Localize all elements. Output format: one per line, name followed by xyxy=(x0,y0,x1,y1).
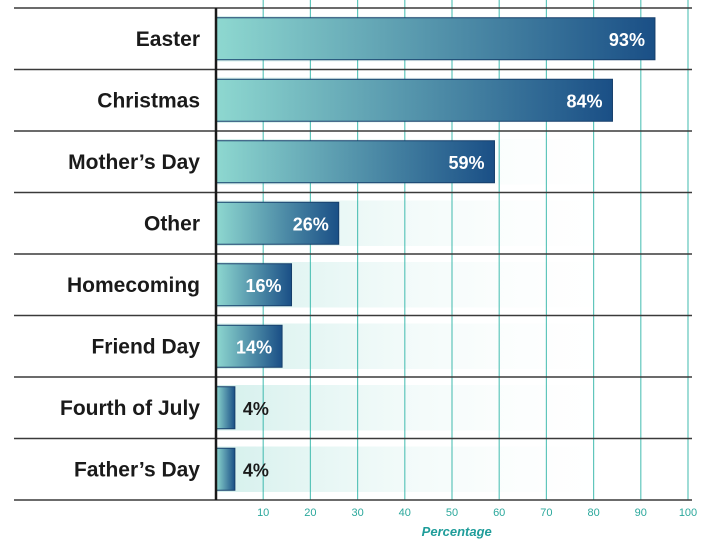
bar xyxy=(215,140,495,184)
row-band xyxy=(216,323,636,369)
bar xyxy=(215,324,283,368)
x-tick-labels: 10 20 30 40 50 60 70 80 90 100 xyxy=(257,507,697,519)
x-tick-label: 80 xyxy=(587,507,599,519)
value-label: 59% xyxy=(448,153,484,173)
bar xyxy=(215,447,236,491)
category-label: Mother’s Day xyxy=(68,151,200,174)
row-band xyxy=(216,446,636,492)
category-label: Fourth of July xyxy=(60,397,200,420)
bar xyxy=(215,17,656,61)
value-label: 16% xyxy=(245,276,281,296)
row-separators xyxy=(14,7,692,501)
value-label: 4% xyxy=(243,399,269,419)
x-tick-label: 60 xyxy=(493,507,505,519)
value-label: 4% xyxy=(243,460,269,480)
x-tick-label: 90 xyxy=(635,507,647,519)
bar xyxy=(215,386,236,430)
x-axis-title: Percentage xyxy=(422,524,492,539)
x-tick-label: 10 xyxy=(257,507,269,519)
x-tick-label: 50 xyxy=(446,507,458,519)
bar xyxy=(215,201,340,245)
category-label: Other xyxy=(144,212,200,235)
bars xyxy=(215,17,656,491)
value-label: 93% xyxy=(609,30,645,50)
x-tick-label: 20 xyxy=(304,507,316,519)
value-labels: 93% 84% 59% 26% 16% 14% 4% 4% xyxy=(236,30,645,481)
category-labels: Easter Christmas Mother’s Day Other Homecomi… xyxy=(60,28,200,482)
value-label: 14% xyxy=(236,337,272,357)
x-tick-label: 70 xyxy=(540,507,552,519)
value-label: 26% xyxy=(293,214,329,234)
x-tick-label: 40 xyxy=(399,507,411,519)
category-label: Christmas xyxy=(97,89,200,112)
bar xyxy=(215,263,293,307)
category-label: Friend Day xyxy=(91,335,200,358)
value-label: 84% xyxy=(566,91,602,111)
x-tick-label: 30 xyxy=(351,507,363,519)
row-band xyxy=(216,385,636,431)
x-tick-label: 100 xyxy=(679,507,697,519)
category-label: Homecoming xyxy=(67,274,200,297)
category-label: Father’s Day xyxy=(74,458,200,481)
bar xyxy=(215,78,613,122)
category-label: Easter xyxy=(136,28,200,51)
